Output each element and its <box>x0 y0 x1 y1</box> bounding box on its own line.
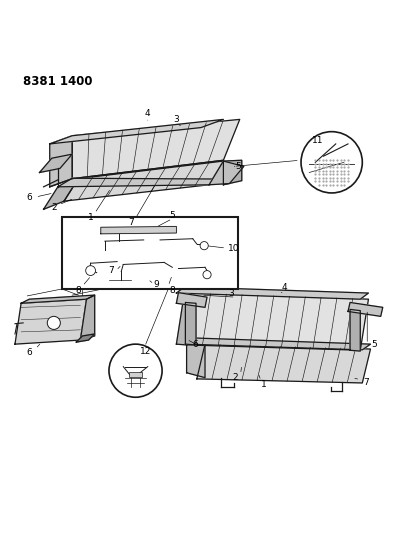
Polygon shape <box>15 299 86 344</box>
Text: 5: 5 <box>234 162 240 171</box>
Text: 3: 3 <box>228 288 234 297</box>
Polygon shape <box>21 295 94 303</box>
Polygon shape <box>186 338 204 378</box>
Text: 10: 10 <box>227 244 239 253</box>
Polygon shape <box>176 287 368 299</box>
Text: 6: 6 <box>26 192 32 201</box>
Text: 8: 8 <box>169 286 175 295</box>
Polygon shape <box>186 338 370 350</box>
Polygon shape <box>347 302 382 317</box>
Polygon shape <box>186 293 368 350</box>
Text: 2: 2 <box>232 373 238 382</box>
Polygon shape <box>49 136 72 187</box>
Polygon shape <box>72 119 239 179</box>
Text: 7: 7 <box>128 218 134 227</box>
Text: 7: 7 <box>108 266 114 275</box>
Polygon shape <box>64 161 223 201</box>
Polygon shape <box>101 227 176 234</box>
Circle shape <box>47 317 60 329</box>
Text: 6: 6 <box>26 348 32 357</box>
Text: 4: 4 <box>145 109 150 118</box>
Circle shape <box>300 132 362 193</box>
Bar <box>129 372 142 377</box>
Text: 3: 3 <box>173 115 179 124</box>
Text: 8: 8 <box>75 286 81 295</box>
Text: 2: 2 <box>51 203 56 212</box>
Text: 1: 1 <box>261 381 267 390</box>
Circle shape <box>202 271 211 279</box>
Text: 1: 1 <box>88 213 93 222</box>
Polygon shape <box>349 309 360 351</box>
Text: 4: 4 <box>281 283 287 292</box>
Polygon shape <box>176 293 207 308</box>
Circle shape <box>85 265 95 276</box>
Polygon shape <box>58 178 223 187</box>
Polygon shape <box>196 344 370 383</box>
Polygon shape <box>80 295 94 340</box>
Circle shape <box>200 241 208 250</box>
Circle shape <box>109 344 162 397</box>
Text: 11: 11 <box>311 136 322 145</box>
Polygon shape <box>43 179 78 209</box>
Polygon shape <box>176 292 194 345</box>
Text: 6: 6 <box>191 341 197 350</box>
Text: 7: 7 <box>363 378 369 387</box>
Polygon shape <box>39 154 72 173</box>
Text: 12: 12 <box>140 347 151 356</box>
Polygon shape <box>76 334 94 342</box>
Text: 5: 5 <box>371 340 377 349</box>
Bar <box>62 217 237 289</box>
Polygon shape <box>223 160 241 185</box>
Polygon shape <box>185 302 196 345</box>
Text: 5: 5 <box>169 211 175 220</box>
Polygon shape <box>49 119 223 144</box>
Polygon shape <box>209 161 243 185</box>
Text: 8381 1400: 8381 1400 <box>23 75 92 88</box>
Text: 9: 9 <box>153 280 158 289</box>
